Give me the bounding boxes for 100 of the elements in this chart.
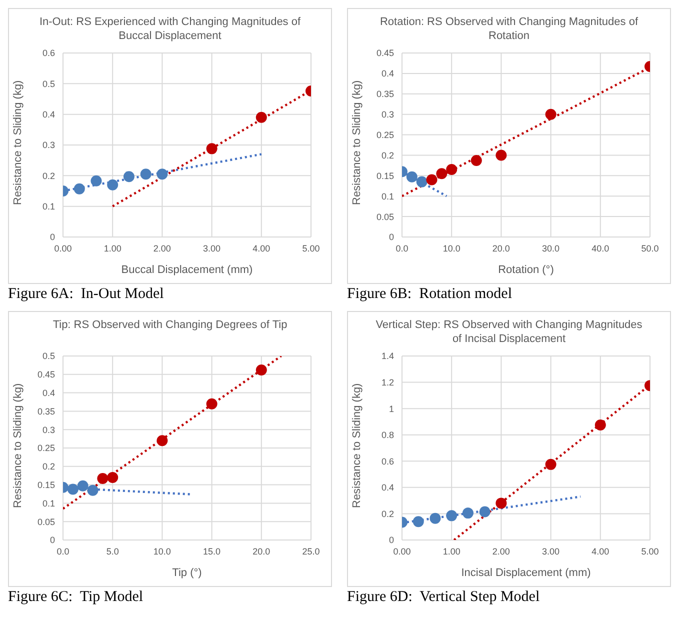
y-tick-label: 0.3 bbox=[42, 424, 55, 435]
point bbox=[412, 516, 424, 528]
y-tick-label: 0.1 bbox=[381, 191, 394, 202]
point bbox=[446, 164, 458, 176]
y-tick-label: 0.3 bbox=[42, 140, 55, 150]
point bbox=[107, 179, 118, 190]
y-tick-label: 0.4 bbox=[381, 482, 394, 493]
point bbox=[67, 484, 78, 495]
x-tick-label: 5.0 bbox=[106, 546, 119, 556]
y-tick-label: 0.35 bbox=[37, 406, 55, 416]
chart-title: In-Out: RS Experienced with Changing Magnitudes of Buccal Displacement bbox=[38, 15, 302, 44]
point bbox=[87, 484, 98, 496]
y-tick-label: 0.5 bbox=[42, 78, 55, 89]
y-tick-label: 1.2 bbox=[381, 377, 394, 388]
x-axis-title: Tip (°) bbox=[172, 567, 202, 579]
y-tick-label: 0.25 bbox=[37, 443, 55, 454]
x-tick-label: 10.0 bbox=[153, 546, 171, 556]
point bbox=[256, 112, 267, 123]
y-axis-title: Resistance to Sliding (kg) bbox=[350, 383, 363, 508]
x-tick-label: 5.00 bbox=[641, 546, 659, 556]
y-tick-label: 1.4 bbox=[381, 351, 394, 362]
y-tick-label: 0.4 bbox=[42, 110, 55, 120]
point bbox=[90, 175, 102, 186]
y-tick-label: 0.2 bbox=[381, 150, 394, 160]
point bbox=[140, 168, 152, 180]
point bbox=[545, 108, 556, 120]
y-tick-label: 0.6 bbox=[381, 456, 394, 466]
point bbox=[206, 143, 218, 154]
point bbox=[545, 458, 556, 470]
point bbox=[426, 174, 438, 186]
point bbox=[256, 364, 267, 376]
y-tick-label: 0.2 bbox=[42, 462, 55, 472]
y-tick-label: 0.15 bbox=[37, 480, 55, 490]
y-tick-label: 0.15 bbox=[376, 170, 394, 181]
x-tick-label: 25.0 bbox=[302, 546, 320, 556]
chart-title: Tip: RS Observed with Changing Degrees of Tip bbox=[52, 318, 288, 333]
caption: Figure 6B: Rotation model bbox=[347, 286, 513, 303]
y-axis-title: Resistance to Sliding (kg) bbox=[12, 80, 24, 205]
x-axis-title: Buccal Displacement (mm) bbox=[121, 264, 253, 276]
x-tick-label: 40.0 bbox=[592, 243, 610, 254]
point bbox=[446, 510, 458, 522]
y-tick-label: 0 bbox=[388, 232, 394, 242]
y-tick-label: 0.5 bbox=[42, 351, 55, 362]
point bbox=[470, 155, 482, 166]
y-axis-title: Resistance to Sliding (kg) bbox=[12, 383, 24, 508]
point bbox=[206, 398, 218, 410]
y-tick-label: 0.05 bbox=[376, 212, 394, 222]
y-tick-label: 0.3 bbox=[381, 110, 394, 120]
x-tick-label: 20.0 bbox=[492, 243, 510, 254]
y-axis-title: Resistance to Sliding (kg) bbox=[350, 80, 363, 205]
point bbox=[97, 473, 108, 484]
point bbox=[74, 183, 85, 194]
caption: Figure 6D: Vertical Step Model bbox=[347, 589, 541, 606]
point bbox=[462, 508, 474, 519]
y-tick-label: 0.35 bbox=[376, 89, 394, 100]
chart-title: Vertical Step: RS Observed with Changing Magnitudes of Incisal Displacement bbox=[374, 318, 644, 347]
point bbox=[496, 498, 507, 509]
y-tick-label: 0.8 bbox=[381, 430, 394, 440]
x-tick-label: 20.0 bbox=[252, 546, 270, 556]
point bbox=[406, 171, 418, 182]
x-tick-label: 3.00 bbox=[203, 243, 221, 254]
point bbox=[77, 480, 88, 492]
x-tick-label: 3.00 bbox=[542, 546, 560, 556]
point bbox=[123, 171, 134, 182]
x-tick-label: 4.00 bbox=[252, 243, 270, 254]
x-tick-label: 2.00 bbox=[153, 243, 171, 254]
x-tick-label: 0.00 bbox=[393, 546, 411, 556]
point bbox=[156, 435, 168, 446]
x-axis-title: Incisal Displacement (mm) bbox=[461, 567, 591, 579]
point bbox=[594, 420, 606, 430]
point bbox=[156, 168, 168, 180]
x-tick-label: 30.0 bbox=[542, 243, 560, 254]
y-tick-label: 0.1 bbox=[42, 202, 55, 212]
y-tick-label: 0 bbox=[50, 232, 55, 242]
x-tick-label: 10.0 bbox=[442, 243, 460, 254]
point bbox=[496, 150, 507, 161]
x-tick-label: 15.0 bbox=[203, 546, 221, 556]
y-tick-label: 0.4 bbox=[381, 68, 394, 79]
x-tick-label: 0.0 bbox=[396, 243, 408, 254]
caption: Figure 6A: In-Out Model bbox=[8, 286, 165, 303]
point bbox=[430, 512, 441, 524]
point bbox=[479, 506, 490, 518]
x-tick-label: 0.00 bbox=[54, 243, 72, 254]
y-tick-label: 0.1 bbox=[42, 498, 55, 508]
y-tick-label: 0.45 bbox=[37, 370, 55, 380]
point bbox=[416, 176, 428, 188]
x-tick-label: 4.00 bbox=[592, 546, 610, 556]
y-tick-label: 0.2 bbox=[42, 170, 55, 181]
x-tick-label: 0.0 bbox=[56, 546, 70, 556]
point bbox=[107, 472, 118, 483]
y-tick-label: 0.2 bbox=[381, 508, 394, 519]
x-tick-label: 5.00 bbox=[302, 243, 320, 254]
x-tick-label: 50.0 bbox=[641, 243, 659, 254]
y-tick-label: 0.4 bbox=[42, 388, 55, 398]
caption: Figure 6C: Tip Model bbox=[8, 589, 144, 606]
y-tick-label: 0.05 bbox=[37, 516, 55, 527]
y-tick-label: 0.45 bbox=[376, 48, 394, 58]
x-tick-label: 1.00 bbox=[442, 546, 460, 556]
x-axis-title: Rotation (°) bbox=[498, 264, 554, 276]
y-tick-label: 0 bbox=[388, 535, 394, 546]
